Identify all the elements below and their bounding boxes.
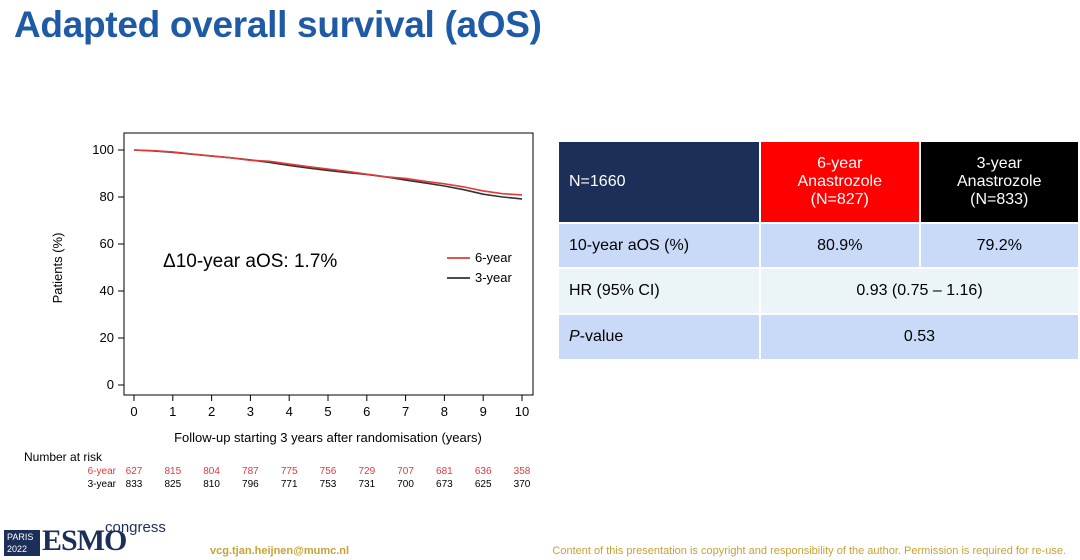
risk-3-year-4: 771 [281,479,298,490]
risk-3-year-10: 370 [514,479,531,490]
row-p-value: 0.53 [761,315,1078,359]
risk-6-year-5: 756 [320,466,337,477]
x-tick-label-8: 8 [441,404,448,419]
copyright-notice: Content of this presentation is copyrigh… [552,545,1066,557]
risk-3-year-0: 833 [126,479,143,490]
logo-year: 2022 [7,544,28,554]
x-tick-label-5: 5 [324,404,331,419]
p-italic: P [569,328,580,345]
header-3-year-line1: 3-year [976,155,1022,172]
logo-brand: ESMO [42,524,127,557]
y-tick-label-0: 0 [107,377,114,392]
risk-3-year-1: 825 [164,479,181,490]
header-3-year-line2: Anastrozole [957,173,1042,190]
row-hr-label: HR (95% CI) [559,269,759,313]
x-tick-label-2: 2 [208,404,215,419]
header-6-year-line3: (N=827) [810,191,869,208]
esmo-logo: PARIS 2022 ESMO congress [4,519,166,557]
risk-3-year-9: 625 [475,479,492,490]
y-tick-label-80: 80 [100,189,114,204]
legend-label-6-year: 6-year [475,250,513,265]
y-tick-label-40: 40 [100,283,114,298]
risk-3-year-7: 700 [397,479,414,490]
x-tick-label-7: 7 [402,404,409,419]
risk-6-year-6: 729 [358,466,375,477]
risk-6-year-7: 707 [397,466,414,477]
row-p-label: P-value [559,315,759,359]
risk-6-year-0: 627 [126,466,143,477]
x-tick-label-9: 9 [480,404,487,419]
series-line-6-year [133,149,523,196]
risk-3-year-3: 796 [242,479,259,490]
risk-3-year-5: 753 [320,479,337,490]
x-tick-label-0: 0 [130,404,137,419]
row-aos-6-year: 80.9% [761,224,919,267]
risk-row-label-3-year: 3-year [88,479,117,490]
y-tick-label-100: 100 [92,142,114,157]
risk-6-year-9: 636 [475,466,492,477]
risk-6-year-3: 787 [242,466,259,477]
slide-title: Adapted overall survival (aOS) [14,4,542,45]
row-aos-label: 10-year aOS (%) [559,224,759,267]
y-axis-label: Patients (%) [50,233,65,304]
x-tick-label-6: 6 [363,404,370,419]
x-axis: 0 1 2 3 4 5 6 7 8 9 10 [130,395,529,419]
risk-6-year-2: 804 [203,466,220,477]
risk-table-title: Number at risk [24,450,103,464]
x-tick-label-1: 1 [169,404,176,419]
header-6-year-line1: 6-year [817,155,863,172]
header-3-year: 3-year Anastrozole (N=833) [920,142,1078,222]
risk-row-label-6-year: 6-year [88,466,117,477]
x-axis-label: Follow-up starting 3 years after randomi… [174,430,482,445]
risk-table: 627 815 804 787 775 756 729 707 681 636 358 833 825 8… [126,466,531,490]
legend-label-3-year: 3-year [475,270,513,285]
logo-city: PARIS [7,532,34,542]
risk-6-year-1: 815 [164,466,181,477]
author-email[interactable]: vcg.tjan.heijnen@mumc.nl [210,545,350,557]
y-axis: 0 20 40 60 80 100 [92,142,124,392]
risk-3-year-6: 731 [358,479,375,490]
delta-annotation: Δ10-year aOS: 1.7% [163,251,337,272]
row-hr-value: 0.93 (0.75 – 1.16) [761,269,1078,313]
header-3-year-line3: (N=833) [970,191,1029,208]
y-tick-label-60: 60 [100,236,114,251]
x-tick-label-10: 10 [515,404,529,419]
risk-6-year-8: 681 [436,466,453,477]
logo-city-year: PARIS 2022 [4,530,40,556]
x-tick-label-3: 3 [247,404,254,419]
risk-6-year-10: 358 [514,466,531,477]
x-tick-label-4: 4 [286,404,293,419]
header-6-year-line2: Anastrozole [797,173,883,190]
plot-frame [123,132,534,396]
legend: 6-year 3-year [447,250,513,285]
risk-3-year-8: 673 [436,479,453,490]
header-6-year: 6-year Anastrozole (N=827) [761,142,919,222]
y-tick-label-20: 20 [100,330,114,345]
logo-event: congress [105,519,166,536]
results-table: N=1660 6-year Anastrozole (N=827) 3-year… [557,140,1080,361]
risk-3-year-2: 810 [203,479,220,490]
row-aos-3-year: 79.2% [920,224,1078,267]
p-rest: -value [579,328,624,345]
header-n: N=1660 [559,142,759,222]
risk-6-year-4: 775 [281,466,298,477]
survival-curves [133,149,523,200]
